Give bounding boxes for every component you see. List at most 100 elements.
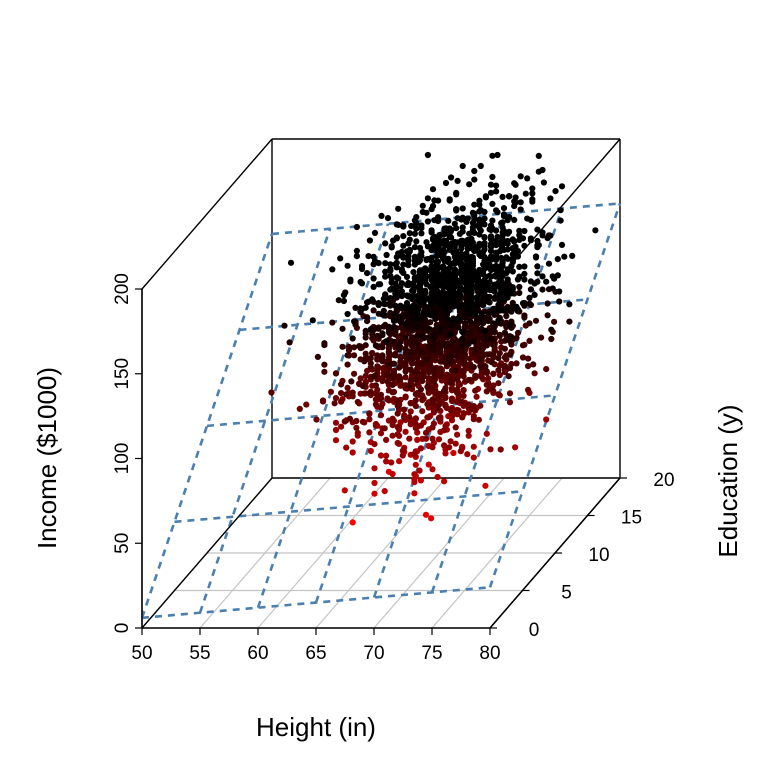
data-point	[490, 284, 497, 291]
data-point	[420, 315, 427, 322]
data-point	[340, 297, 347, 305]
data-point	[407, 356, 414, 363]
data-point	[362, 342, 369, 349]
data-point	[470, 443, 477, 450]
data-point	[437, 329, 444, 336]
data-point	[468, 273, 475, 280]
data-point	[400, 223, 407, 230]
data-point	[473, 332, 480, 339]
data-point	[351, 344, 358, 351]
data-point	[473, 300, 480, 307]
data-point	[451, 220, 458, 227]
data-point	[393, 235, 400, 242]
data-point	[526, 294, 533, 301]
data-point	[349, 438, 356, 445]
data-point	[441, 427, 448, 434]
data-point	[314, 353, 321, 360]
data-point	[483, 381, 490, 388]
data-point	[516, 289, 523, 297]
data-point	[362, 304, 369, 311]
data-point	[383, 338, 390, 345]
data-point	[514, 329, 522, 336]
data-point	[370, 275, 377, 282]
data-point	[534, 237, 541, 245]
data-point	[417, 386, 424, 393]
data-point	[461, 323, 469, 330]
data-point	[390, 323, 398, 330]
data-point	[473, 317, 480, 324]
data-point	[379, 374, 386, 381]
data-point	[499, 229, 506, 236]
data-point	[414, 381, 421, 388]
data-point	[434, 473, 441, 481]
data-point	[473, 269, 480, 276]
data-point	[367, 327, 374, 334]
data-point	[454, 316, 461, 323]
data-point	[478, 291, 485, 298]
data-point	[392, 302, 399, 309]
data-point	[371, 479, 378, 487]
data-point	[501, 337, 508, 344]
data-point	[414, 436, 421, 443]
data-point	[403, 309, 411, 316]
data-point	[490, 350, 497, 358]
data-point	[478, 341, 485, 348]
data-point	[558, 241, 566, 248]
data-point	[474, 244, 482, 251]
data-point	[430, 378, 437, 385]
data-point	[422, 429, 430, 436]
data-point	[384, 370, 391, 377]
data-point	[407, 399, 414, 407]
data-point	[490, 370, 497, 378]
data-point	[430, 342, 437, 349]
data-point	[447, 331, 454, 338]
data-point	[506, 322, 514, 329]
data-point	[519, 354, 527, 361]
data-point	[467, 332, 474, 339]
data-point	[331, 400, 338, 407]
data-point	[477, 356, 484, 363]
data-point	[443, 372, 450, 379]
data-point	[419, 372, 426, 379]
data-point	[498, 254, 505, 262]
data-point	[419, 332, 426, 339]
data-point	[349, 335, 356, 342]
data-point	[437, 300, 444, 307]
data-point	[448, 174, 455, 181]
data-point	[501, 369, 508, 376]
data-point	[402, 334, 409, 341]
data-point	[362, 334, 369, 341]
data-point	[428, 272, 435, 279]
data-point	[412, 425, 419, 432]
data-point	[506, 399, 514, 406]
data-point	[397, 283, 404, 290]
data-point	[486, 261, 493, 268]
data-point	[423, 209, 430, 216]
data-point	[402, 354, 409, 361]
data-point	[459, 328, 466, 335]
data-point	[453, 189, 460, 196]
data-point	[516, 263, 523, 270]
data-point	[454, 411, 461, 418]
data-point	[481, 215, 488, 222]
data-point	[424, 383, 431, 390]
data-point	[496, 278, 503, 285]
data-point	[483, 342, 490, 349]
data-point	[458, 250, 465, 257]
data-point	[446, 196, 453, 203]
data-point	[442, 342, 449, 349]
data-point	[437, 324, 444, 331]
data-point	[427, 302, 434, 309]
data-point	[505, 373, 512, 380]
data-point	[433, 239, 440, 247]
data-point	[443, 290, 450, 298]
data-point	[327, 388, 334, 395]
data-point	[420, 309, 427, 316]
data-point	[425, 334, 432, 341]
data-point	[481, 254, 488, 261]
data-point	[482, 327, 489, 334]
data-point	[398, 266, 405, 273]
data-point	[383, 458, 390, 465]
data-point	[490, 309, 497, 316]
data-point	[460, 355, 467, 362]
